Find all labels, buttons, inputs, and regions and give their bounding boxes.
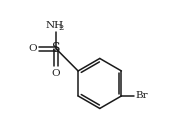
Text: O: O — [52, 69, 61, 78]
Text: 2: 2 — [58, 24, 64, 32]
Text: S: S — [52, 42, 60, 55]
Text: NH: NH — [45, 21, 63, 30]
Text: O: O — [28, 44, 37, 53]
Text: Br: Br — [135, 91, 148, 100]
